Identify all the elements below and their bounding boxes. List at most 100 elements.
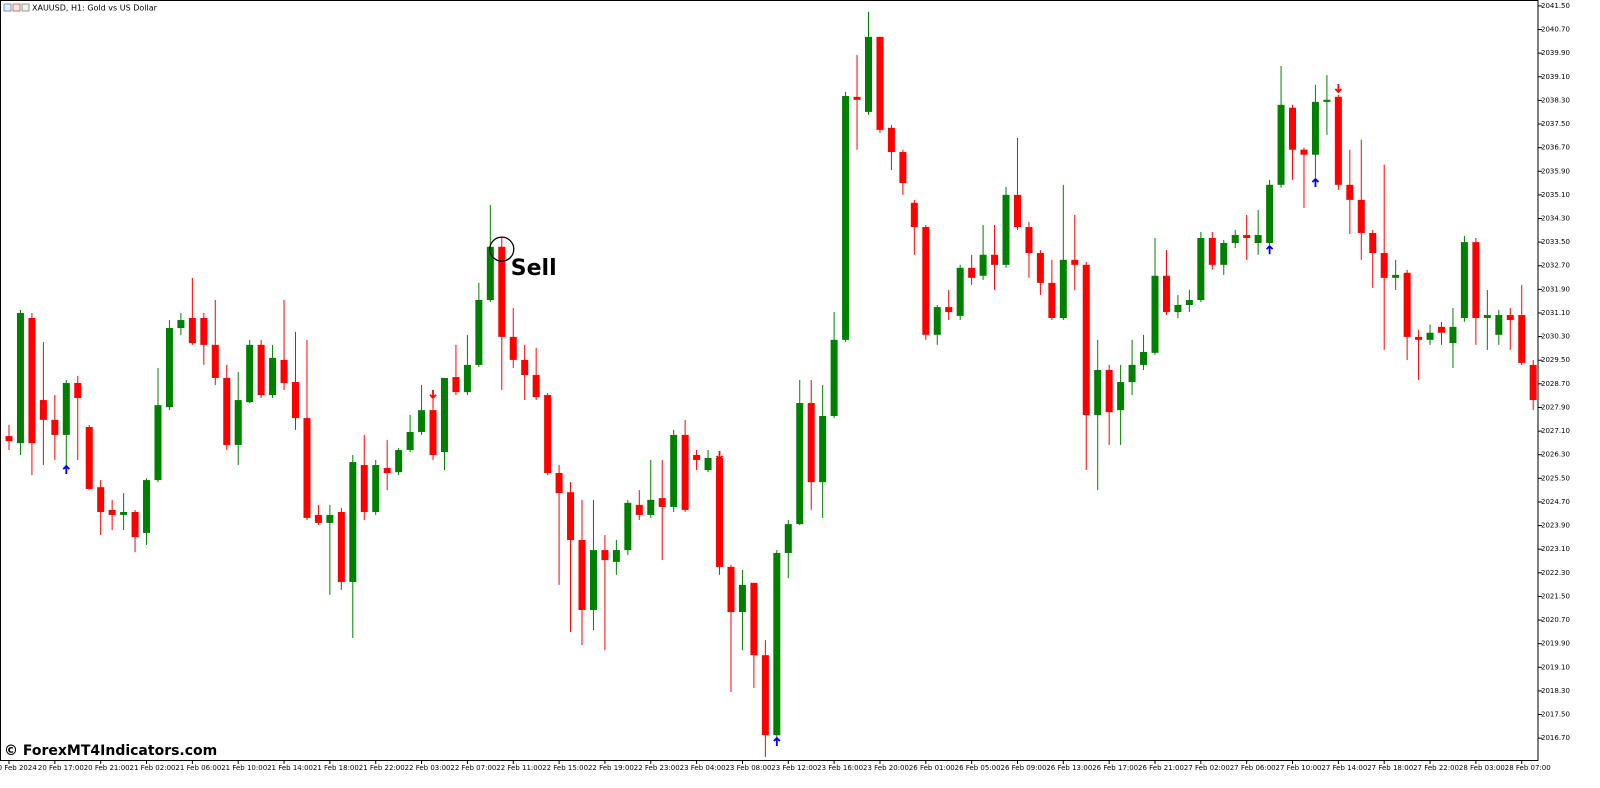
watermark: © ForexMT4Indicators.com — [4, 743, 217, 759]
y-tick-label: 2027.10 — [1541, 427, 1570, 435]
candle-body — [486, 246, 494, 300]
candle-body — [601, 550, 609, 561]
candle-body — [716, 457, 724, 567]
candle-body — [1415, 336, 1423, 340]
candle-body — [509, 336, 517, 360]
candle-body — [1231, 235, 1239, 243]
x-tick-label: 21 Feb 22:00 — [359, 764, 405, 772]
candle-body — [154, 405, 162, 481]
x-tick-label: 23 Feb 12:00 — [771, 764, 817, 772]
candle-body — [85, 426, 93, 489]
candle-body — [830, 339, 838, 417]
candle-body — [578, 540, 586, 611]
y-tick-label: 2029.50 — [1541, 356, 1570, 364]
plot-frame — [0, 0, 1539, 761]
candle-body — [1460, 242, 1468, 318]
sell-arrow — [498, 248, 506, 258]
x-tick-label: 22 Feb 19:00 — [588, 764, 634, 772]
candle-body — [807, 403, 815, 483]
candle-body — [337, 511, 345, 582]
candle-body — [704, 457, 712, 471]
candle-body — [761, 655, 769, 736]
y-tick-label: 2032.70 — [1541, 262, 1570, 270]
candle-body — [1438, 326, 1445, 333]
y-tick-label: 2039.10 — [1541, 73, 1570, 81]
x-tick-label: 27 Feb 18:00 — [1367, 764, 1413, 772]
y-tick-label: 2033.50 — [1541, 238, 1570, 246]
x-tick-label: 26 Feb 01:00 — [909, 764, 955, 772]
x-tick-label: 26 Feb 05:00 — [955, 764, 1001, 772]
y-tick-label: 2031.90 — [1541, 285, 1570, 293]
candle-body — [1357, 199, 1365, 233]
candle-body — [750, 582, 758, 656]
x-tick-label: 28 Feb 07:00 — [1505, 764, 1551, 772]
x-tick-label: 26 Feb 21:00 — [1138, 764, 1184, 772]
candle-body — [383, 467, 391, 474]
candle-body — [120, 511, 128, 515]
x-tick-label: 20 Feb 2024 — [0, 764, 37, 772]
y-tick-label: 2023.90 — [1541, 522, 1570, 530]
candle-body — [1094, 369, 1102, 416]
annotation-label: Sell — [511, 256, 557, 281]
candle-body — [372, 465, 380, 512]
candle-body — [1277, 104, 1285, 185]
candle-body — [1048, 282, 1056, 318]
candle-body — [1071, 259, 1079, 265]
candle-body — [1036, 253, 1044, 283]
candle-body — [1151, 275, 1159, 353]
candle-body — [521, 359, 529, 375]
y-tick-label: 2021.50 — [1541, 592, 1570, 600]
candle-body — [567, 492, 575, 541]
candle-body — [956, 267, 964, 316]
candle-body — [452, 377, 460, 393]
candle-body — [1013, 194, 1021, 228]
y-tick-label: 2035.90 — [1541, 167, 1570, 175]
candle-body — [1117, 382, 1125, 411]
candle-body — [658, 498, 666, 507]
candle-body — [188, 317, 196, 344]
candle-body — [784, 524, 792, 554]
x-tick-label: 22 Feb 07:00 — [450, 764, 496, 772]
y-tick-label: 2024.70 — [1541, 498, 1570, 506]
y-tick-label: 2017.50 — [1541, 711, 1570, 719]
buy-arrow — [1311, 177, 1320, 188]
y-tick-label: 2038.30 — [1541, 96, 1570, 104]
candle-body — [773, 553, 781, 736]
candle-body — [406, 431, 414, 450]
chart-title: XAUUSD, H1: Gold vs US Dollar — [32, 4, 158, 13]
candle-body — [1518, 315, 1526, 363]
sell-arrow — [715, 450, 724, 461]
candle-body — [1208, 237, 1216, 265]
x-tick-label: 23 Feb 04:00 — [680, 764, 726, 772]
candle-body — [1311, 101, 1319, 155]
candle-body — [349, 462, 357, 582]
annotation-circle — [489, 236, 515, 262]
candle-body — [738, 584, 746, 613]
candle-body — [62, 382, 70, 435]
x-tick-label: 27 Feb 06:00 — [1230, 764, 1276, 772]
x-tick-label: 23 Feb 16:00 — [817, 764, 863, 772]
candle-body — [624, 502, 632, 551]
candle-body — [1472, 242, 1480, 318]
candle-body — [108, 509, 116, 515]
x-tick-label: 27 Feb 10:00 — [1276, 764, 1322, 772]
candle-body — [1254, 235, 1262, 243]
candle-body — [693, 454, 701, 461]
icon — [3, 3, 12, 12]
candle-body — [1082, 264, 1090, 416]
candle-body — [853, 96, 861, 100]
sell-arrow — [429, 389, 437, 400]
candle-body — [1403, 272, 1411, 337]
candle-body — [475, 299, 483, 365]
candle-body — [555, 473, 563, 494]
candle-body — [899, 152, 907, 184]
candle-body — [16, 312, 24, 444]
y-tick-label: 2028.70 — [1541, 380, 1570, 388]
candle-body — [257, 344, 265, 396]
candle-body — [1105, 369, 1113, 413]
candle-body — [933, 307, 941, 335]
candle-body — [1197, 237, 1205, 300]
candle-body — [440, 377, 448, 453]
candle-body — [280, 359, 288, 383]
